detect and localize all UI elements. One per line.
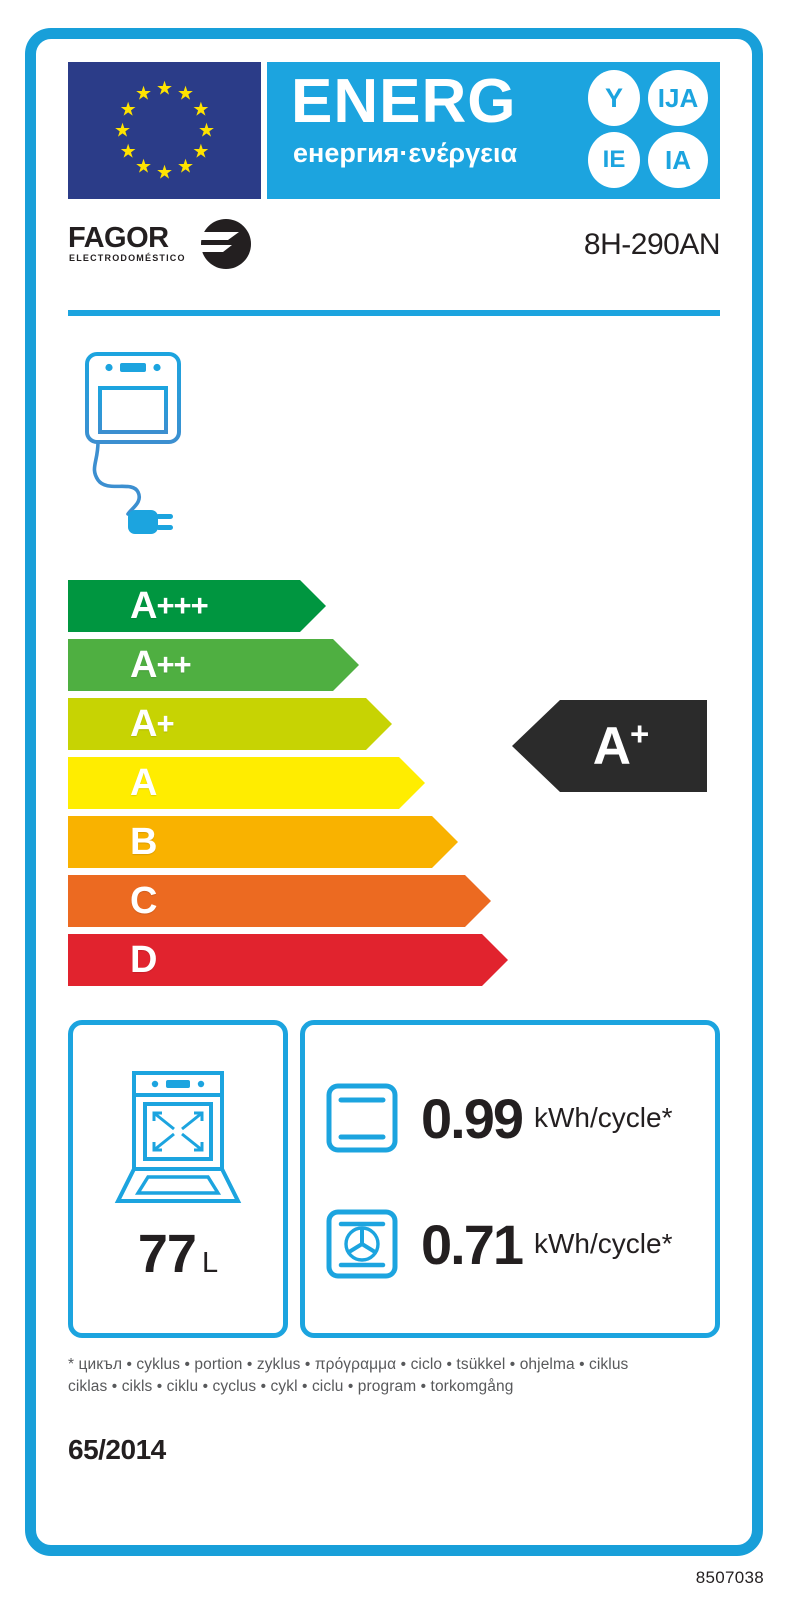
energ-wordmark: ENERG [291,67,517,136]
eu-star-icon: ★ [176,83,195,105]
eu-star-icon: ★ [119,141,137,162]
cycle-footnote-line1: * цикъл • cyklus • portion • zyklus • πρ… [68,1356,629,1373]
electric-oven-with-plug-icon [80,350,200,542]
energ-letter-circles: Y IJA IE IA [586,70,712,192]
energ-banner: ENERG енергия·ενέργεια Y IJA IE IA [267,62,720,199]
energy-class-label-a1: A + [130,702,175,745]
energ-subtitle: енергия·ενέργεια [293,138,518,168]
cycle-footnote-line2: ciklas • cikls • ciklu • cyclus • cykl •… [68,1378,514,1395]
regulation-number: 65/2014 [68,1434,166,1465]
energy-value-conventional: 0.99 [421,1086,524,1150]
energ-circle-ie: IE [588,132,640,188]
energy-class-label-d: D [130,938,157,981]
energy-value-fan-forced: 0.71 [421,1212,524,1276]
energy-class-row: B [68,816,508,868]
energy-class-row: A ++ [68,639,508,691]
energy-class-bar-a [68,757,425,809]
eu-star-icon: ★ [155,162,174,183]
energy-class-bar-d [68,934,508,986]
brand-row: FAGOR ELECTRODOMÉSTICO 8H-290AN [68,214,721,276]
energy-unit-fan-forced: kWh/cycle* [534,1228,673,1259]
energy-unit-conventional: kWh/cycle* [534,1102,673,1133]
energy-class-bar-a3 [68,580,326,632]
brand-name: FAGOR [68,222,169,254]
energ-circle-y: Y [588,70,640,126]
energ-circle-ija: IJA [648,70,708,126]
fan-forced-heating-icon [325,1206,401,1282]
energy-class-row: A +++ [68,580,508,632]
volume-unit: L [201,1247,219,1279]
oven-cavity-volume-icon [114,1069,242,1209]
eu-star-icon: ★ [134,156,153,178]
energy-class-label-b: B [130,820,157,863]
energy-class-label-a: A [130,761,157,804]
eu-star-icon: ★ [134,83,153,105]
energy-class-bar-a1 [68,698,392,750]
volume-value: 77 [137,1224,197,1284]
conventional-heating-icon [325,1080,401,1156]
energy-class-label-a2: A ++ [130,643,192,686]
document-number: 8507038 [695,1568,764,1587]
eu-star-icon: ★ [197,120,216,141]
label-content: ★ ★ ★ ★ ★ ★ ★ ★ ★ ★ ★ ★ ENERG енергия·ενέργεια Y IJ… [44,52,744,1542]
eu-star-icon: ★ [176,156,195,178]
energy-class-label-c: C [130,879,157,922]
model-number: 8H-290AN [583,228,721,261]
energy-row-conventional: 0.99 kWh/cycle* [325,1077,672,1159]
energy-class-bar-a2 [68,639,359,691]
volume-box: 77 L [68,1020,288,1338]
brand-tagline: ELECTRODOMÉSTICO [69,253,186,263]
energy-rating-value: A + [592,715,650,776]
energy-consumption-box: 0.99 kWh/cycle* [300,1020,720,1338]
eu-star-icon: ★ [113,120,132,141]
energy-class-row: A [68,757,508,809]
volume-value-group: 77 L [73,1223,283,1285]
energy-class-scale: A +++ A ++ [68,580,508,993]
energy-class-bar-c [68,875,491,927]
energy-row-fan-forced: 0.71 kWh/cycle* [325,1203,672,1285]
energy-class-row: D [68,934,508,986]
energy-rating-arrow: A + [512,700,707,792]
cycle-footnote: * цикъл • cyklus • portion • zyklus • πρ… [68,1354,728,1398]
european-union-flag-icon: ★ ★ ★ ★ ★ ★ ★ ★ ★ ★ ★ ★ [68,62,261,199]
energy-class-label-a3: A +++ [130,584,209,627]
energy-class-row: C [68,875,508,927]
energy-label-header: ★ ★ ★ ★ ★ ★ ★ ★ ★ ★ ★ ★ ENERG енергия·ενέργεια Y IJ… [68,62,720,199]
eu-star-icon: ★ [192,99,210,120]
eu-star-icon: ★ [119,99,137,120]
energy-class-row: A + [68,698,508,750]
eu-star-icon: ★ [192,141,210,162]
energ-circle-ia: IA [648,132,708,188]
fagor-logo: FAGOR ELECTRODOMÉSTICO [68,218,268,270]
eu-star-icon: ★ [155,78,174,99]
header-divider [68,310,720,316]
energy-class-bar-b [68,816,458,868]
fagor-emblem-icon [199,218,253,270]
